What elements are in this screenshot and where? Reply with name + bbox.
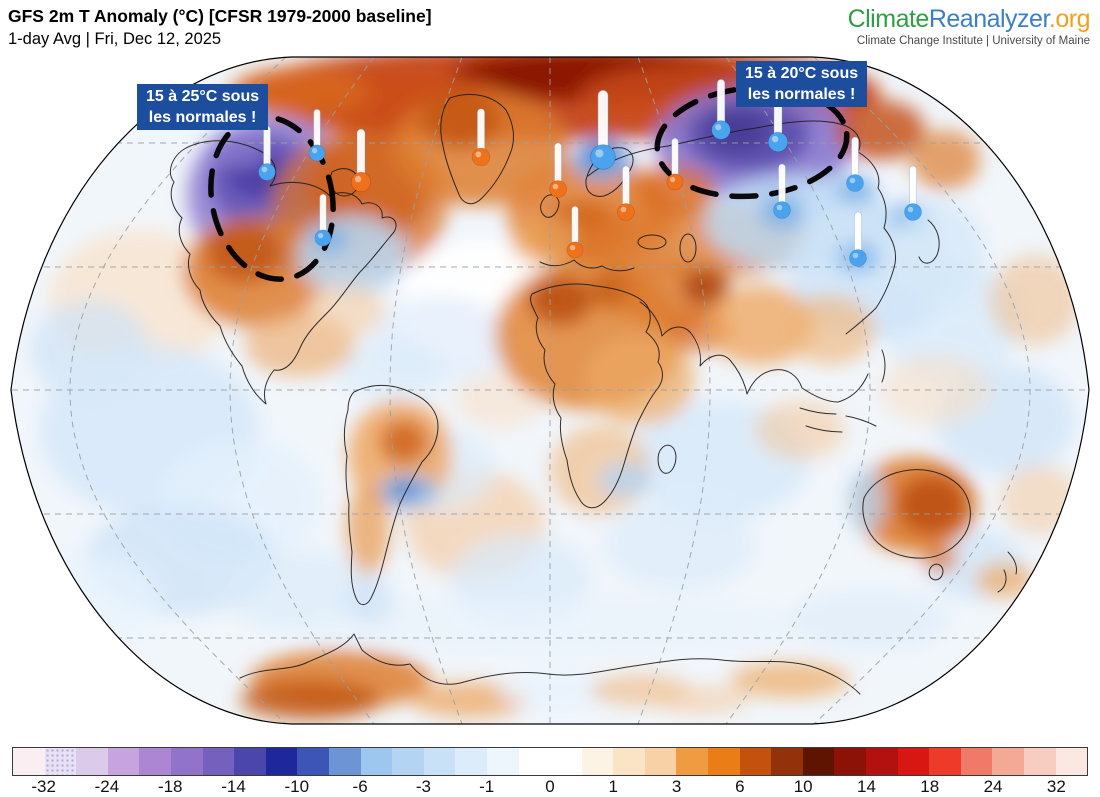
colorbar-segment [297, 748, 329, 775]
colorbar-segment [202, 748, 235, 775]
colorbar-tick-label: 24 [983, 777, 1003, 796]
colorbar-segment [613, 748, 645, 775]
colorbar-tick-label: 6 [735, 777, 745, 796]
colorbar-tick-labels: -32 -24 -18 -14 -10 -6 -3 -1 0 1 3 6 10 14 18 24 32 [12, 777, 1088, 797]
colorbar-tick-label: -3 [415, 777, 431, 796]
colorbar-segment [739, 748, 772, 775]
cold-thermometer-icon [590, 89, 616, 170]
colorbar-segment [802, 748, 835, 775]
warm-thermometer-icon [617, 165, 635, 221]
colorbar-segment [486, 748, 519, 775]
colorbar-segment [834, 748, 867, 775]
cold-thermometer-icon [904, 165, 922, 221]
cold-thermometer-icon [711, 78, 731, 140]
brand-part-reanalyzer[interactable]: Reanalyzer [928, 5, 1050, 33]
header: GFS 2m T Anomaly (°C) [CFSR 1979-2000 ba… [8, 5, 432, 50]
colorbar-tick-label: -24 [94, 777, 120, 796]
colorbar-swatches [12, 747, 1088, 776]
colorbar-segment [139, 748, 171, 775]
brand-logo[interactable]: ClimateReanalyzer.org Climate Change Ins… [847, 5, 1091, 48]
map-outline [10, 56, 1090, 725]
colorbar-segment [644, 748, 677, 775]
brand-logo-text[interactable]: ClimateReanalyzer.org [847, 5, 1091, 33]
colorbar-tick-label: 0 [545, 777, 555, 796]
colorbar-tick-label: 1 [608, 777, 619, 796]
colorbar-segment [44, 748, 77, 775]
warm-thermometer-icon [471, 108, 491, 167]
colorbar-tick-label: 14 [857, 777, 876, 796]
colorbar-tick-label: 3 [671, 777, 682, 796]
colorbar-segment [708, 748, 740, 775]
colorbar-segment [992, 748, 1024, 775]
colorbar-segment [550, 748, 582, 775]
warm-thermometer-icon [566, 205, 584, 259]
colorbar-segment [234, 748, 266, 775]
colorbar-segment [265, 748, 298, 775]
warm-thermometer-icon [549, 142, 567, 198]
colorbar-tick-label: -10 [284, 777, 310, 796]
colorbar: -32 -24 -18 -14 -10 -6 -3 -1 0 1 3 6 10 14 18 24 32 [12, 747, 1088, 797]
cold-thermometer-icon [308, 108, 326, 162]
colorbar-segment [423, 748, 456, 775]
colorbar-tick-label: -6 [352, 777, 368, 796]
cold-thermometer-icon [846, 136, 864, 192]
annotation-line: les normales ! [148, 109, 257, 126]
annotation-line: 15 à 25°C sous [146, 88, 260, 105]
colorbar-segment [581, 748, 614, 775]
brand-tagline: Climate Change Institute | University of… [856, 35, 1090, 47]
annotation-line: les normales ! [747, 86, 856, 103]
page-title: GFS 2m T Anomaly (°C) [CFSR 1979-2000 ba… [8, 6, 432, 26]
colorbar-tick-label: 32 [1046, 777, 1066, 796]
brand-part-org[interactable]: .org [1048, 5, 1091, 33]
colorbar-segment [455, 748, 487, 775]
colorbar-tick-label: 10 [793, 777, 813, 796]
colorbar-segment [1024, 748, 1056, 775]
colorbar-segment [960, 748, 993, 775]
colorbar-segment [1055, 748, 1088, 775]
brand-part-climate[interactable]: Climate [847, 5, 930, 33]
page-subtitle: 1-day Avg | Fri, Dec 12, 2025 [8, 30, 222, 48]
colorbar-segment [897, 748, 930, 775]
annotation-north-america: 15 à 25°C sous les normales ! [137, 84, 269, 130]
cold-thermometer-icon [849, 211, 867, 267]
colorbar-segment [929, 748, 961, 775]
annotation-line: 15 à 20°C sous [745, 65, 859, 82]
anomaly-color-field [11, 57, 1089, 724]
annotation-siberia: 15 à 20°C sous les normales ! [736, 61, 868, 107]
colorbar-segment [771, 748, 803, 775]
colorbar-segment [107, 748, 140, 775]
colorbar-tick-label: 18 [920, 777, 940, 796]
colorbar-segment [360, 748, 393, 775]
colorbar-tick-label: -1 [479, 777, 495, 796]
colorbar-segment [328, 748, 361, 775]
cold-thermometer-icon [314, 193, 332, 247]
colorbar-tick-label: -18 [157, 777, 183, 796]
warm-thermometer-icon [666, 137, 684, 191]
colorbar-tick-label: -14 [221, 777, 246, 796]
colorbar-segment [13, 748, 45, 775]
colorbar-segment [518, 748, 551, 775]
colorbar-segment [392, 748, 424, 775]
colorbar-tick-label: -32 [31, 777, 56, 796]
colorbar-segment [676, 748, 709, 775]
colorbar-segment [76, 748, 108, 775]
colorbar-segment [866, 748, 898, 775]
cold-thermometer-icon [258, 125, 276, 181]
colorbar-segment [170, 748, 203, 775]
cold-thermometer-icon [773, 163, 791, 219]
warm-thermometer-icon [350, 128, 372, 193]
thermometer-markers-layer [258, 78, 922, 267]
